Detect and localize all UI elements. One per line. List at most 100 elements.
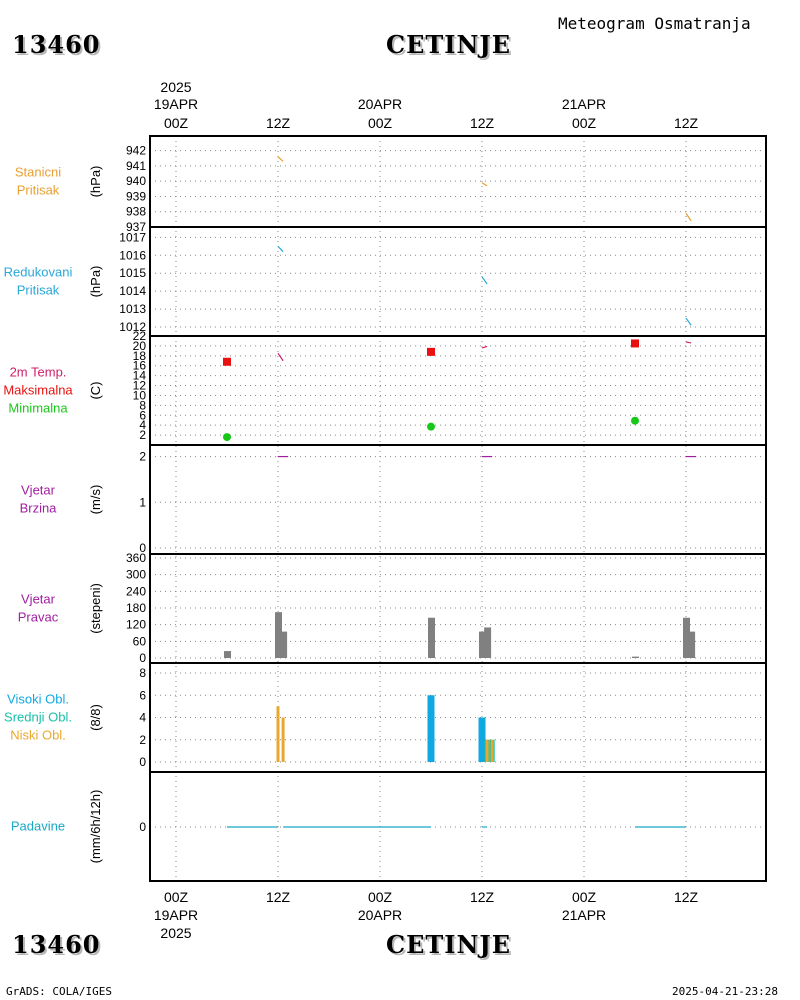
time-date-label: 19APR [154, 96, 198, 112]
wind-direction-bar [224, 651, 231, 658]
y-tick-label: 1016 [119, 248, 146, 262]
wind-direction-bar [428, 617, 435, 658]
time-hour-label: 12Z [470, 115, 495, 131]
y-tick-label: 939 [126, 189, 146, 203]
y-tick-label: 6 [139, 688, 146, 702]
tmin-point [427, 422, 435, 431]
y-axis-label: (hPa) [88, 266, 103, 298]
y-tick-label: 937 [126, 220, 146, 234]
meteogram-title: Meteogram Osmatranja [558, 14, 751, 33]
panel-frame [149, 553, 767, 664]
panel-label: Maksimalna [3, 383, 73, 398]
y-tick-label: 0 [139, 541, 146, 555]
y-tick-label: 2 [139, 450, 146, 464]
station-name-top: CETINJE [386, 30, 512, 59]
panel-label: Srednji Obl. [4, 710, 72, 725]
y-tick-label: 18 [133, 349, 147, 363]
time-hour-label: 12Z [470, 889, 495, 905]
station-id-bottom: 13460 [12, 930, 101, 959]
panel-label: Stanicni [15, 165, 61, 180]
y-tick-label: 8 [139, 666, 146, 680]
panel-label: 2m Temp. [10, 365, 67, 380]
panel-label: Pritisak [17, 283, 60, 298]
time-hour-label: 00Z [368, 889, 393, 905]
y-axis-label: (8/8) [88, 704, 103, 731]
panel-label: Visoki Obl. [7, 692, 69, 707]
y-tick-label: 1017 [119, 230, 146, 244]
high-cloud-bar [478, 717, 486, 762]
y-tick-label: 942 [126, 144, 146, 158]
station-name-bottom: CETINJE [386, 930, 512, 959]
time-hour-label: 00Z [164, 889, 189, 905]
wind-direction-bar [688, 631, 696, 658]
y-tick-label: 1012 [119, 320, 146, 334]
y-tick-label: 300 [126, 568, 146, 582]
data-segment [481, 182, 488, 187]
y-tick-label: 10 [133, 388, 147, 402]
y-tick-label: 941 [126, 159, 146, 173]
panel-frame [149, 771, 767, 882]
y-tick-label: 14 [133, 369, 147, 383]
time-hour-label: 00Z [572, 115, 597, 131]
y-tick-label: 938 [126, 205, 146, 219]
data-segment [277, 156, 284, 162]
y-tick-label: 0 [139, 651, 146, 665]
time-date-label: 20APR [358, 907, 402, 923]
time-hour-label: 12Z [674, 115, 699, 131]
y-axis-label: (mm/6h/12h) [88, 790, 103, 864]
y-tick-label: 1014 [119, 284, 146, 298]
tmax-point [223, 357, 231, 366]
y-tick-label: 1013 [119, 302, 146, 316]
y-axis-label: (C) [88, 381, 103, 399]
panel-label: Niski Obl. [10, 728, 66, 743]
data-segment [481, 276, 488, 285]
time-hour-label: 12Z [674, 889, 699, 905]
y-tick-label: 2 [139, 428, 146, 442]
tmax-point [427, 347, 435, 356]
y-tick-label: 22 [133, 329, 147, 343]
time-hour-label: 12Z [266, 889, 291, 905]
y-tick-label: 8 [139, 398, 146, 412]
y-tick-label: 60 [133, 634, 147, 648]
panel-label: Padavine [11, 819, 65, 834]
y-axis-label: (m/s) [88, 485, 103, 515]
temp-2m-segment [277, 353, 284, 362]
high-cloud-bar [427, 695, 435, 762]
y-axis-label: (stepeni) [88, 583, 103, 634]
low-cloud-bar [281, 717, 285, 762]
y-tick-label: 120 [126, 618, 146, 632]
wind-direction-bar [479, 631, 486, 658]
time-date-label: 21APR [562, 96, 606, 112]
time-hour-label: 00Z [572, 889, 597, 905]
panel-label: Redukovani [4, 265, 73, 280]
panel-frame [149, 226, 767, 337]
data-segment [685, 212, 692, 222]
low-cloud-bar [485, 739, 489, 762]
y-tick-label: 6 [139, 408, 146, 422]
tmin-point [223, 433, 231, 442]
data-segment [685, 317, 692, 326]
time-year-label: 2025 [160, 925, 191, 941]
time-hour-label: 00Z [368, 115, 393, 131]
y-tick-label: 1015 [119, 266, 146, 280]
wind-direction-bar [275, 612, 282, 658]
panel-frame [149, 135, 767, 228]
low-cloud-bar [490, 739, 494, 762]
station-id-top: 13460 [12, 30, 101, 59]
y-tick-label: 0 [139, 820, 146, 834]
wind-direction-bar [280, 631, 288, 658]
y-tick-label: 4 [139, 418, 146, 432]
wind-direction-bar [484, 627, 492, 658]
data-segment [277, 245, 284, 253]
y-tick-label: 4 [139, 711, 146, 725]
low-cloud-bar [276, 706, 280, 762]
grads-credit: GrADS: COLA/IGES [6, 985, 112, 998]
time-date-label: 19APR [154, 907, 198, 923]
generation-timestamp: 2025-04-21-23:28 [672, 985, 778, 998]
time-date-label: 20APR [358, 96, 402, 112]
y-tick-label: 240 [126, 584, 146, 598]
panel-label: Pritisak [17, 183, 60, 198]
panel-label: Vjetar [21, 483, 56, 498]
y-tick-label: 2 [139, 733, 146, 747]
